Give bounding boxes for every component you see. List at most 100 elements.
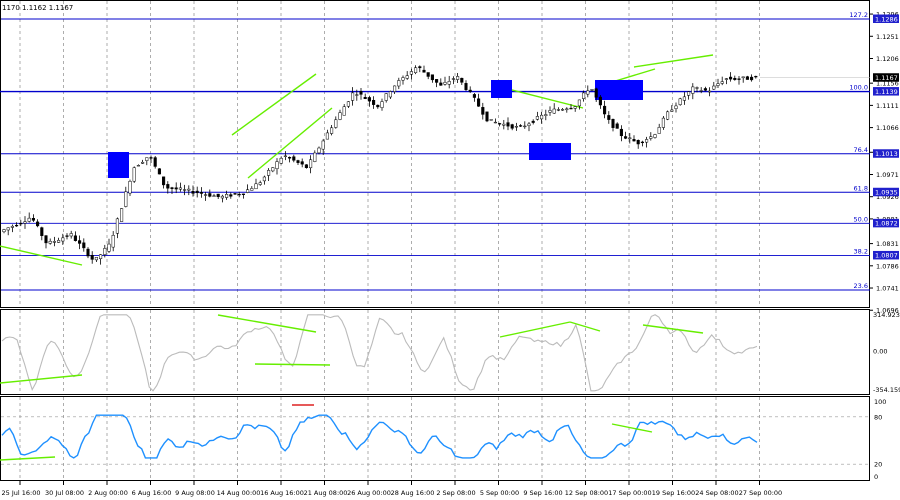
candle-body: [485, 111, 489, 122]
candle-body: [183, 189, 187, 191]
candle-body: [229, 194, 233, 197]
candle-body: [250, 188, 254, 191]
trendline[interactable]: [499, 86, 584, 109]
candle-body: [649, 136, 653, 139]
candle-body: [15, 224, 19, 227]
candle-body: [86, 248, 90, 257]
candle-body: [464, 83, 468, 90]
rsi-trendline[interactable]: [611, 423, 653, 433]
candle-body: [653, 134, 657, 138]
oscillator-trendline[interactable]: [642, 324, 704, 334]
candle-body: [132, 167, 136, 182]
candle-body: [288, 156, 292, 159]
candle-body: [380, 101, 384, 108]
candle-body: [519, 125, 523, 127]
candle-body: [468, 89, 472, 92]
candle-body: [607, 115, 611, 120]
candle-body: [708, 90, 712, 93]
highlight-box[interactable]: [529, 143, 571, 160]
candle-body: [309, 159, 313, 169]
trendlines[interactable]: [0, 54, 714, 266]
highlight-boxes[interactable]: [108, 80, 643, 178]
candle-body: [19, 222, 23, 225]
candle-body: [645, 139, 649, 143]
fib-price-tag: [873, 87, 899, 96]
oscillator-pane-frame: [0, 309, 870, 395]
candle-body: [506, 122, 510, 127]
candle-body: [640, 141, 644, 144]
oscillator-trendline[interactable]: [499, 321, 571, 338]
trendline[interactable]: [0, 245, 83, 266]
candle-body: [632, 139, 636, 142]
highlight-box[interactable]: [491, 80, 512, 98]
rsi-indicator: [0, 404, 869, 465]
candle-body: [330, 127, 334, 134]
candle-body: [141, 161, 145, 164]
rsi-trendline[interactable]: [0, 456, 56, 461]
time-axis: 25 Jul 16:00 30 Jul 08:00 2 Aug 00:00 6 Aug…: [2, 481, 782, 497]
oscillator: [0, 314, 758, 392]
candle-body: [254, 183, 258, 190]
rsi-tick-label: 80: [874, 413, 882, 421]
candle-body: [569, 107, 573, 110]
candle-body: [703, 88, 707, 91]
candle-body: [456, 76, 460, 80]
fib-price-tag: [873, 187, 899, 197]
candle-body: [233, 193, 237, 195]
time-tick-label: 2 Aug 00:00: [88, 489, 128, 497]
time-tick-label: 9 Aug 08:00: [175, 489, 215, 497]
candle-body: [279, 157, 283, 164]
candle-body: [376, 104, 380, 108]
trendline[interactable]: [247, 107, 333, 179]
time-tick-label: 9 Sep 16:00: [523, 489, 562, 497]
fib-price-tag: [873, 250, 899, 260]
candle-body: [405, 75, 409, 79]
price-tick-label: 1.1111: [876, 102, 899, 110]
trendline[interactable]: [231, 73, 317, 136]
candle-body: [498, 123, 502, 125]
candle-body: [103, 248, 107, 255]
rsi-axis: 100 80 20 0: [874, 398, 886, 481]
candle-body: [220, 195, 224, 199]
price-tags: 1.1286 1.1139 1.1013 1.0935 1.0872 1.0807 1.11…: [760, 14, 899, 260]
candle-body: [733, 77, 737, 80]
candle-body: [191, 191, 195, 194]
oscillator-tick-label: -354.159: [873, 386, 900, 394]
candle-body: [367, 97, 371, 102]
time-tick-label: 2 Sep 08:00: [436, 489, 475, 497]
candle-body: [2, 229, 6, 233]
rsi-tick-label: 100: [874, 398, 886, 406]
price-tick-label: 1.0926: [876, 193, 899, 201]
candle-body: [540, 114, 544, 120]
price-tick-label: 1.1156: [876, 80, 899, 88]
candle-body: [325, 132, 329, 140]
candle-body: [737, 78, 741, 80]
candle-body: [317, 147, 321, 154]
oscillator-trendline[interactable]: [217, 314, 317, 333]
candle-body: [346, 101, 350, 107]
candle-body: [750, 76, 754, 81]
oscillator-trendline[interactable]: [569, 321, 601, 332]
fib-level-label: 76.4: [854, 146, 868, 154]
highlight-box[interactable]: [595, 80, 643, 100]
candle-body: [36, 221, 40, 227]
candle-body: [729, 76, 733, 80]
candle-body: [384, 93, 388, 101]
candle-body: [162, 176, 166, 186]
fib-level-label: 100.0: [849, 84, 868, 92]
trendline[interactable]: [633, 54, 714, 68]
price-tick-label: 1.1206: [876, 55, 899, 63]
oscillator-trendline[interactable]: [254, 363, 331, 366]
highlight-box[interactable]: [108, 152, 129, 178]
candle-body: [603, 105, 607, 115]
candle-body: [338, 112, 342, 120]
oscillator-trendline[interactable]: [0, 374, 83, 384]
candle-body: [712, 85, 716, 90]
candle-body: [418, 66, 422, 69]
candle-body: [157, 168, 161, 175]
time-tick-label: 25 Jul 16:00: [2, 489, 41, 497]
candle-body: [342, 106, 346, 116]
candle-body: [128, 181, 132, 194]
price-tick-label: 1.0971: [876, 171, 899, 179]
